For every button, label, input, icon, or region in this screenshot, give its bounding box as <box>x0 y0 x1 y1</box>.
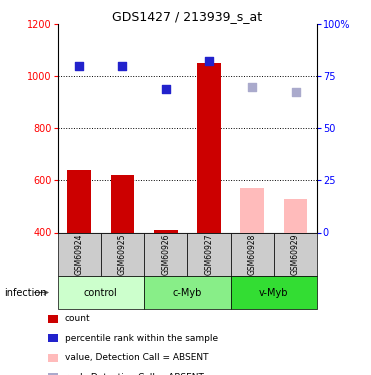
Bar <box>274 232 317 276</box>
Bar <box>284 199 308 232</box>
Bar <box>231 232 274 276</box>
Point <box>206 58 212 64</box>
Bar <box>58 232 101 276</box>
Bar <box>67 170 91 232</box>
Point <box>293 89 299 95</box>
Text: rank, Detection Call = ABSENT: rank, Detection Call = ABSENT <box>65 373 204 375</box>
Text: count: count <box>65 314 91 323</box>
Bar <box>111 175 134 232</box>
Point <box>76 63 82 69</box>
Point <box>119 63 125 69</box>
Text: GSM60927: GSM60927 <box>204 233 213 275</box>
Bar <box>197 63 221 232</box>
Bar <box>144 276 231 309</box>
Bar <box>144 232 187 276</box>
Text: infection: infection <box>4 288 46 297</box>
Text: GSM60929: GSM60929 <box>291 233 300 275</box>
Text: GSM60926: GSM60926 <box>161 233 170 275</box>
Bar <box>154 230 178 232</box>
Bar <box>231 276 317 309</box>
Text: v-Myb: v-Myb <box>259 288 289 297</box>
Bar <box>58 276 144 309</box>
Bar <box>187 232 231 276</box>
Text: value, Detection Call = ABSENT: value, Detection Call = ABSENT <box>65 353 209 362</box>
Bar <box>240 188 264 232</box>
Text: GSM60924: GSM60924 <box>75 233 83 275</box>
Text: control: control <box>84 288 118 297</box>
Point <box>249 84 255 90</box>
Text: GSM60928: GSM60928 <box>248 233 257 275</box>
Text: percentile rank within the sample: percentile rank within the sample <box>65 334 218 343</box>
Text: GSM60925: GSM60925 <box>118 233 127 275</box>
Text: c-Myb: c-Myb <box>173 288 202 297</box>
Title: GDS1427 / 213939_s_at: GDS1427 / 213939_s_at <box>112 10 262 23</box>
Point <box>163 86 169 92</box>
Bar <box>101 232 144 276</box>
